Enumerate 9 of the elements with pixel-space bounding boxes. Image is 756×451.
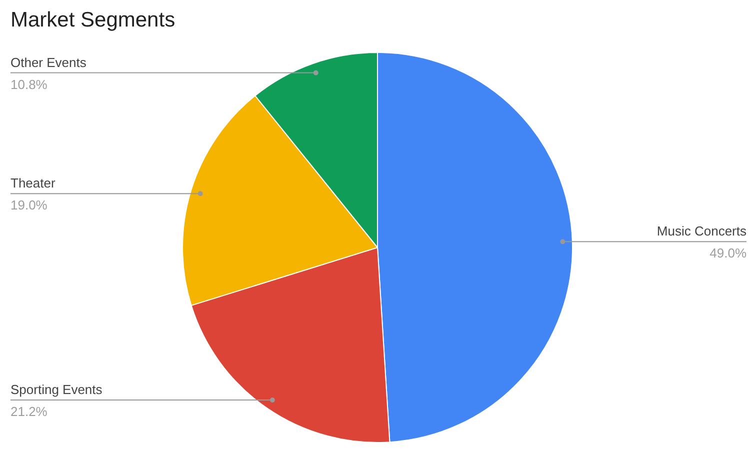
slice-label: Other Events [10,54,87,70]
data-label: 19.0% [10,198,48,213]
slice-label: Sporting Events [10,382,103,398]
data-label: 10.8% [10,76,48,92]
slice-label: Theater [10,176,56,191]
chart-title: Market Segments [10,8,176,32]
data-label: 21.2% [10,404,48,420]
data-label: 49.0% [710,246,747,261]
slice-label: Music Concerts [656,224,747,239]
